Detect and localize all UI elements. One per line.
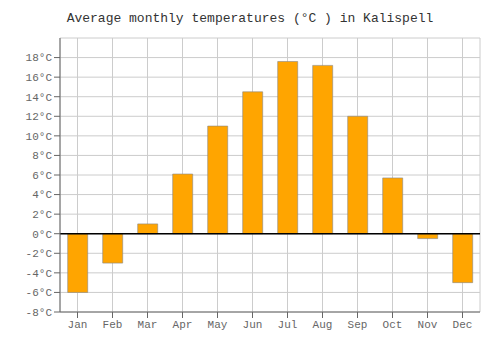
svg-text:12°C: 12°C bbox=[26, 111, 53, 123]
svg-text:16°C: 16°C bbox=[26, 72, 53, 84]
svg-text:6°C: 6°C bbox=[32, 170, 52, 182]
svg-text:10°C: 10°C bbox=[26, 131, 53, 143]
svg-text:2°C: 2°C bbox=[32, 209, 52, 221]
svg-text:Apr: Apr bbox=[173, 319, 193, 331]
svg-text:Oct: Oct bbox=[383, 319, 403, 331]
svg-text:-4°C: -4°C bbox=[26, 268, 53, 280]
svg-text:Aug: Aug bbox=[313, 319, 333, 331]
svg-text:Jan: Jan bbox=[68, 319, 88, 331]
svg-text:Mar: Mar bbox=[138, 319, 158, 331]
svg-text:May: May bbox=[208, 319, 228, 331]
html-text:Average monthly temperatures (: Average monthly temperatures (°C ) in Ka… bbox=[66, 11, 434, 26]
svg-text:14°C: 14°C bbox=[26, 92, 53, 104]
svg-text:Dec: Dec bbox=[453, 319, 473, 331]
svg-text:-6°C: -6°C bbox=[26, 287, 53, 299]
svg-text:Jun: Jun bbox=[243, 319, 263, 331]
svg-text:Feb: Feb bbox=[103, 319, 123, 331]
svg-text:Jul: Jul bbox=[278, 319, 298, 331]
svg-text:0°C: 0°C bbox=[32, 229, 52, 241]
svg-text:-2°C: -2°C bbox=[26, 248, 53, 260]
svg-text:Nov: Nov bbox=[418, 319, 438, 331]
svg-text:8°C: 8°C bbox=[32, 150, 52, 162]
svg-text:18°C: 18°C bbox=[26, 52, 53, 64]
svg-text:Sep: Sep bbox=[348, 319, 368, 331]
svg-text:4°C: 4°C bbox=[32, 189, 52, 201]
svg-text:-8°C: -8°C bbox=[26, 307, 53, 319]
